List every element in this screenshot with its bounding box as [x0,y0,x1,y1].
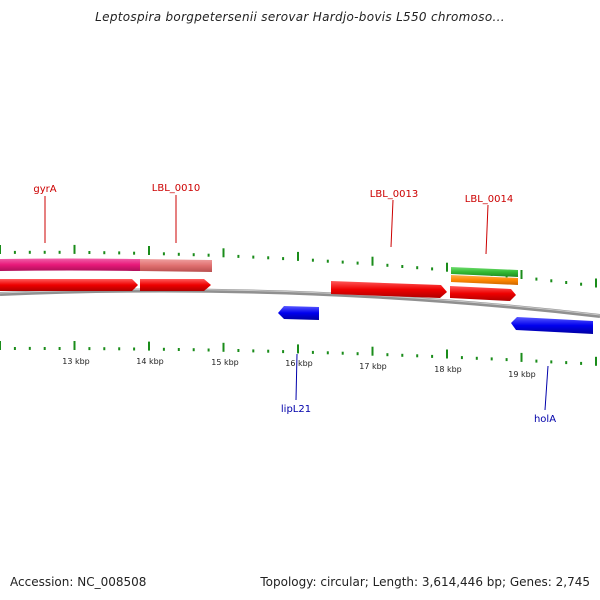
gene-label-gyrA[interactable]: gyrA [33,184,56,195]
scale-label-18kbp: 18 kbp [434,365,462,374]
gene-feature-pink[interactable] [0,258,140,272]
gene-label-LBL_0013[interactable]: LBL_0013 [370,189,418,200]
scale-label-16kbp: 16 kbp [285,359,313,368]
cds-arrow-LBL_0010[interactable] [140,279,211,291]
gene-label-LBL_0010[interactable]: LBL_0010 [152,183,200,194]
leader-line-LBL_0013 [390,199,394,248]
cds-arrow-LBL_0014[interactable] [450,286,516,301]
scale-label-15kbp: 15 kbp [211,358,239,367]
map-title: Leptospira borgpetersenii serovar Hardjo… [95,10,505,24]
cds-arrow-holA[interactable] [511,317,593,334]
gene-feature-orange[interactable] [451,275,518,285]
lower-tick-ring [0,341,597,366]
scale-label-14kbp: 14 kbp [136,357,164,366]
scale-label-13kbp: 13 kbp [62,357,90,366]
gene-label-lipL21[interactable]: lipL21 [281,404,311,415]
cds-arrow-gyrA[interactable] [0,279,138,291]
gene-feature-salmon[interactable] [140,259,212,272]
scale-label-19kbp: 19 kbp [508,370,536,379]
cds-arrow-lipL21[interactable] [278,306,319,320]
leader-line-lipL21 [295,353,298,401]
leader-line-holA [544,365,549,411]
leader-line-LBL_0014 [485,204,489,255]
cds-arrow-LBL_0013[interactable] [331,281,447,298]
gene-feature-green[interactable] [451,267,518,277]
genome-summary-text: Topology: circular; Length: 3,614,446 bp… [260,575,590,589]
scale-label-17kbp: 17 kbp [359,362,387,371]
gene-label-holA[interactable]: holA [534,414,556,425]
genome-backbone [0,288,600,318]
gene-label-LBL_0014[interactable]: LBL_0014 [465,194,513,205]
accession-text: Accession: NC_008508 [10,575,147,589]
upper-tick-ring [0,244,597,288]
